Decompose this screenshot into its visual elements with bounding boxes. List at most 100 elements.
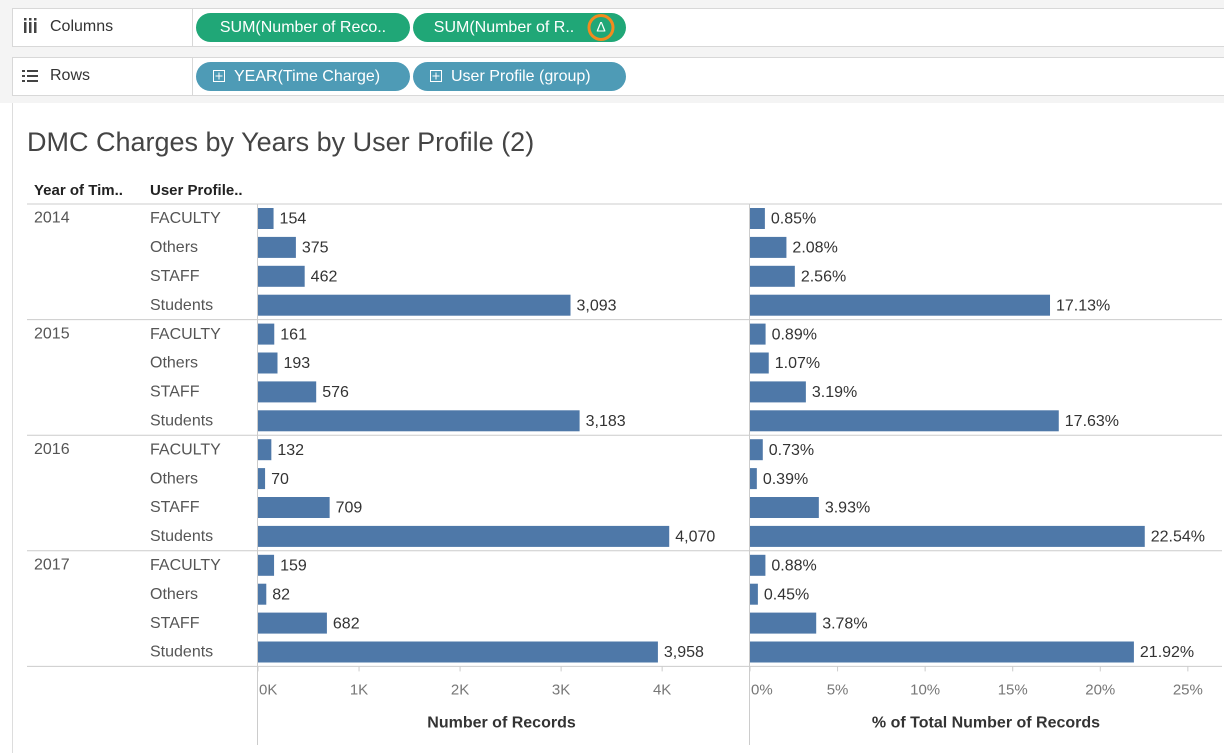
bar (750, 439, 763, 461)
view-title: DMC Charges by Years by User Profile (2) (27, 127, 534, 157)
bar (750, 612, 817, 634)
pill[interactable] (196, 62, 410, 91)
bar (258, 468, 266, 490)
x-tick-label: 3K (552, 681, 570, 698)
data-label: 709 (336, 500, 363, 517)
x-tick-label: 5% (827, 681, 849, 698)
profile-label: FACULTY (150, 557, 221, 574)
data-label: 22.54% (1151, 529, 1205, 546)
profile-label: STAFF (150, 499, 200, 516)
bar (750, 410, 1059, 432)
bar (258, 208, 274, 229)
bar (750, 352, 769, 374)
bar (258, 352, 278, 374)
profile-label: Students (150, 644, 213, 661)
bar (258, 583, 267, 605)
x-axis-title: Number of Records (427, 715, 576, 732)
data-label: 462 (311, 269, 338, 286)
x-tick-label: 15% (998, 681, 1028, 698)
bar (750, 236, 787, 258)
data-label: 17.13% (1056, 297, 1110, 314)
bar (258, 554, 275, 576)
bar (258, 294, 571, 316)
expand-icon (430, 70, 442, 82)
data-label: 1.07% (775, 355, 820, 372)
profile-label: STAFF (150, 268, 200, 285)
profile-label: Others (150, 239, 198, 256)
data-label: 132 (277, 442, 304, 459)
pill-label: SUM(Number of R.. (434, 19, 574, 36)
data-label: 0.45% (764, 586, 809, 603)
profile-label: FACULTY (150, 326, 221, 343)
bar (258, 265, 305, 287)
year-label: 2016 (34, 441, 70, 458)
data-label: 3,093 (577, 297, 617, 314)
bar (258, 439, 272, 461)
bar (750, 583, 758, 605)
data-label: 154 (280, 211, 307, 228)
x-tick-label: 1K (350, 681, 368, 698)
expand-icon (432, 72, 440, 80)
pill[interactable] (196, 13, 410, 42)
row-header: User Profile.. (150, 182, 243, 199)
x-tick-label: 10% (910, 681, 940, 698)
bar (258, 236, 296, 258)
rows-icon (22, 70, 38, 82)
data-label: 82 (272, 586, 290, 603)
pill[interactable] (413, 62, 626, 91)
bar (750, 525, 1145, 547)
data-label: 3.78% (822, 615, 867, 632)
profile-label: FACULTY (150, 210, 221, 227)
profile-label: FACULTY (150, 441, 221, 458)
profile-label: STAFF (150, 615, 200, 632)
data-label: 0.85% (771, 211, 816, 228)
data-label: 3.19% (812, 384, 857, 401)
data-label: 576 (322, 384, 349, 401)
data-label: 3,183 (586, 413, 626, 430)
data-label: 17.63% (1065, 413, 1119, 430)
pill-label: SUM(Number of Reco.. (220, 19, 386, 36)
data-label: 70 (271, 471, 289, 488)
data-label: 0.73% (769, 442, 814, 459)
year-label: 2015 (34, 325, 70, 342)
x-tick-label: 0K (259, 681, 277, 698)
bar (750, 265, 795, 287)
data-label: 2.08% (792, 240, 837, 257)
bar (258, 410, 580, 432)
bar (258, 641, 658, 663)
pill-label: YEAR(Time Charge) (234, 68, 380, 85)
bar (750, 381, 806, 403)
data-label: 0.88% (771, 558, 816, 575)
profile-label: Others (150, 355, 198, 372)
bar (750, 468, 757, 490)
profile-label: Students (150, 297, 213, 314)
data-label: 21.92% (1140, 644, 1194, 661)
x-tick-label: 20% (1085, 681, 1115, 698)
badge-label: Δ (596, 19, 605, 35)
data-label: 193 (284, 355, 311, 372)
bar (750, 323, 766, 345)
pill[interactable] (413, 13, 626, 42)
x-tick-label: 0% (751, 681, 773, 698)
data-label: 0.89% (772, 326, 817, 343)
bar (258, 323, 275, 345)
year-label: 2014 (34, 210, 70, 227)
profile-label: STAFF (150, 384, 200, 401)
profile-label: Others (150, 470, 198, 487)
bar (750, 641, 1134, 663)
bar (258, 612, 327, 634)
profile-label: Students (150, 413, 213, 430)
bar (750, 208, 765, 229)
row-header: Year of Tim.. (34, 182, 123, 199)
table-calc-badge[interactable] (587, 14, 615, 41)
columns-icon (24, 18, 37, 33)
shelf-label: Columns (50, 18, 113, 35)
x-axis-title: % of Total Number of Records (872, 715, 1100, 732)
bar (750, 497, 819, 518)
data-label: 682 (333, 615, 360, 632)
data-label: 3,958 (664, 644, 704, 661)
expand-icon (215, 72, 223, 80)
pill-label: User Profile (group) (451, 68, 591, 85)
data-label: 3.93% (825, 500, 870, 517)
